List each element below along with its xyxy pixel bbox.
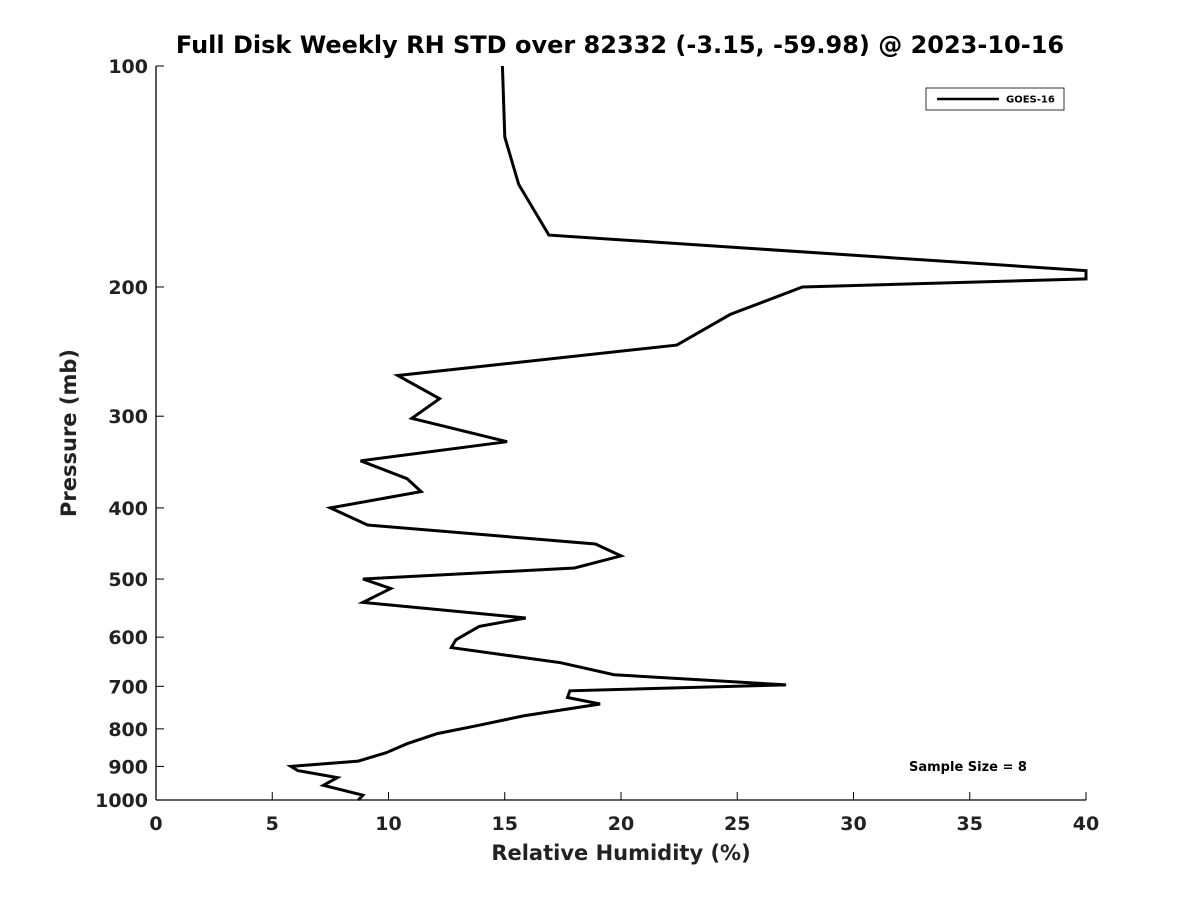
- y-axis-ticks: 100 200 300 400 500 600 700 800 900 1000: [95, 56, 164, 812]
- y-tick-label-300: 300: [108, 406, 148, 428]
- y-tick-label-1000: 1000: [95, 790, 148, 812]
- x-tick-label-15: 15: [492, 813, 518, 835]
- series-line-goes-16: [286, 65, 1088, 802]
- x-tick-label-35: 35: [957, 813, 983, 835]
- y-tick-label-800: 800: [108, 719, 148, 741]
- legend: GOES-16: [925, 87, 1065, 111]
- x-axis-ticks: 0 5 10 15 20 25 30 35 40: [149, 792, 1099, 835]
- x-tick-label-10: 10: [375, 813, 401, 835]
- y-tick-label-900: 900: [108, 756, 148, 778]
- x-tick-label-40: 40: [1073, 813, 1099, 835]
- x-tick-label-20: 20: [608, 813, 634, 835]
- sample-size-annotation: Sample Size = 8: [909, 760, 1027, 775]
- x-axis-label: Relative Humidity (%): [491, 841, 750, 865]
- x-tick-label-5: 5: [266, 813, 279, 835]
- x-tick-label-0: 0: [149, 813, 162, 835]
- series-layer: [286, 65, 1088, 802]
- y-tick-label-600: 600: [108, 627, 148, 649]
- x-tick-label-30: 30: [840, 813, 866, 835]
- y-tick-label-100: 100: [108, 56, 148, 78]
- y-tick-label-700: 700: [108, 676, 148, 698]
- y-tick-label-400: 400: [108, 498, 148, 520]
- legend-label-goes-16: GOES-16: [1006, 95, 1055, 106]
- chart-title: Full Disk Weekly RH STD over 82332 (-3.1…: [176, 31, 1064, 59]
- x-tick-label-25: 25: [724, 813, 750, 835]
- y-axis-label: Pressure (mb): [57, 349, 81, 517]
- y-tick-label-200: 200: [108, 277, 148, 299]
- y-tick-label-500: 500: [108, 569, 148, 591]
